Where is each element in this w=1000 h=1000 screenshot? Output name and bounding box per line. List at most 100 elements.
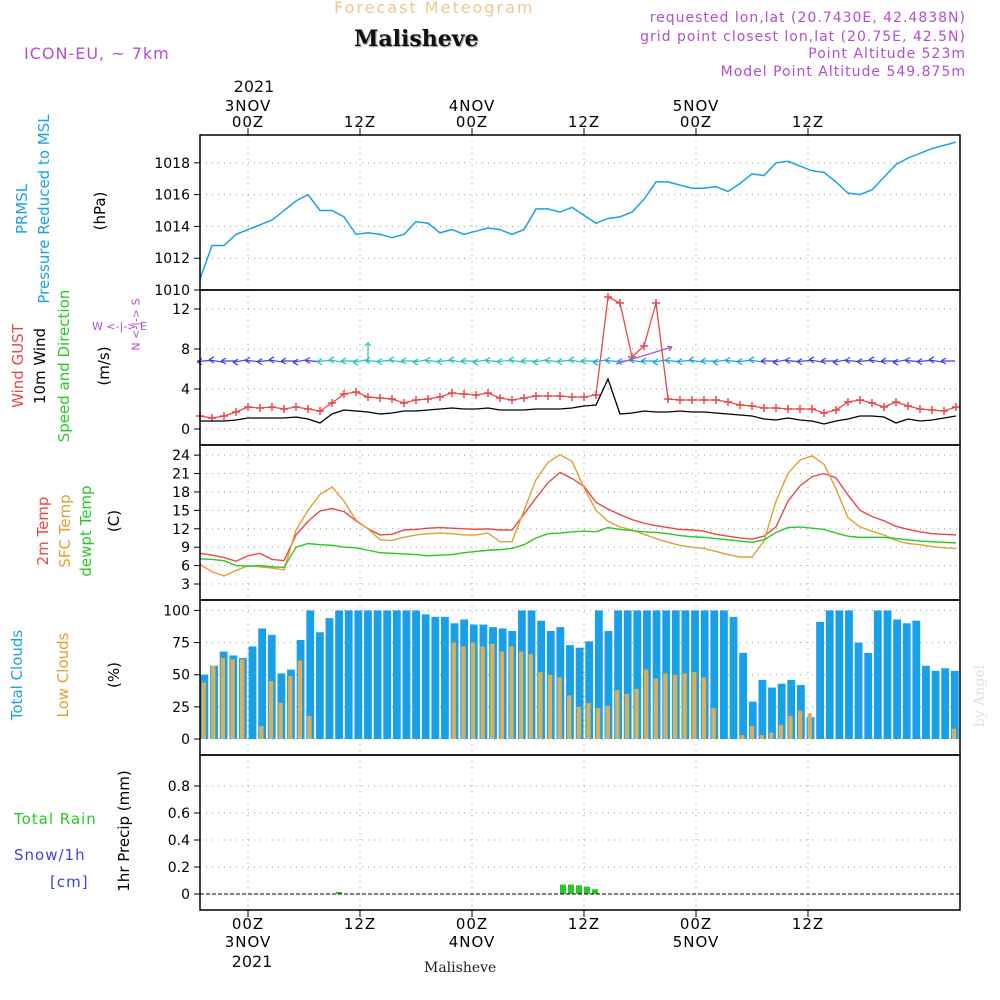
bottom-time-label: 00Z (456, 915, 488, 933)
low-clouds-bar (220, 658, 226, 739)
gust-label: Wind GUST (9, 324, 27, 408)
low-clouds-bar (461, 646, 466, 739)
gust-marker (760, 404, 768, 412)
low-clouds-bar (615, 690, 620, 739)
wind-arrow (460, 357, 475, 365)
gust-marker (556, 392, 564, 400)
y-tick-label: 12 (172, 522, 190, 538)
wind-arrow (292, 358, 308, 366)
gust-marker (916, 405, 924, 413)
total-clouds-bar (469, 624, 478, 739)
wind-arrow (352, 358, 368, 366)
total-clouds-bar (296, 640, 305, 739)
top-time-label: 12Z (344, 113, 376, 131)
y-tick-label: 21 (172, 467, 190, 483)
wind-arrow (688, 356, 704, 364)
total-clouds-bar (845, 610, 853, 739)
total-clouds-bar (479, 624, 488, 739)
point-altitude: Point Altitude 523m (808, 46, 966, 62)
low-clouds-bar (451, 642, 456, 739)
gust-marker (520, 394, 528, 402)
y-tick-label: 1012 (154, 251, 190, 267)
gust-marker (412, 396, 420, 404)
total-clouds-bar (748, 701, 757, 739)
gust-marker (928, 406, 936, 414)
wind-arrow (748, 356, 764, 364)
gust-marker (244, 403, 252, 411)
total-clouds-bar (652, 610, 661, 739)
low-clouds-bar (239, 659, 245, 739)
y-tick-label: 1016 (154, 188, 190, 204)
total-clouds-bar (335, 610, 344, 739)
wind-arrow (568, 356, 584, 364)
wind-arrow (928, 356, 944, 364)
total-clouds-bar (412, 610, 420, 739)
total-clouds-bar (950, 670, 959, 739)
total-clouds-bar (306, 610, 315, 739)
bottom-time-label: 12Z (792, 915, 824, 933)
panel-frame (199, 134, 961, 291)
temp-unit: (C) (105, 509, 123, 533)
gust-marker (796, 405, 804, 413)
gust-marker (880, 403, 888, 411)
wind-arrow (616, 358, 632, 366)
gust-marker (508, 396, 516, 404)
total-clouds-bar (277, 673, 286, 739)
low-clouds-bar (268, 681, 274, 739)
wind-arrow (556, 358, 572, 366)
wind-arrow (424, 356, 440, 364)
model-altitude: Model Point Altitude 549.875m (720, 64, 966, 80)
top-time-label: 12Z (568, 113, 600, 131)
total-clouds-bar (402, 610, 411, 739)
bottom-time-label: 00Z (680, 915, 712, 933)
y-tick-label: 0 (181, 887, 190, 903)
snow-unit: [cm] (50, 873, 89, 891)
y-tick-label: 4 (181, 382, 190, 398)
series-dewpt-line (199, 526, 957, 569)
low-clouds-bar (663, 673, 668, 739)
wind-arrow (676, 358, 692, 366)
gust-marker (532, 392, 540, 400)
sfc-temp-label: SFC Temp (56, 494, 74, 568)
low-clouds-bar (230, 659, 235, 739)
wind-arrow (376, 358, 392, 366)
total-clouds-bar (392, 610, 401, 739)
gust-marker (784, 405, 792, 413)
wind-arrow (832, 358, 848, 366)
gust-marker (268, 403, 276, 411)
y-tick-label: 8 (181, 342, 190, 358)
wind-arrow (916, 358, 932, 366)
gust-marker (628, 353, 636, 361)
total-clouds-bar (922, 665, 930, 739)
gust-marker (592, 391, 600, 399)
compass-we: W <-|-> E (92, 320, 147, 333)
total-clouds-bar (489, 627, 497, 739)
bottom-date-label: 5NOV (673, 933, 720, 951)
low-clouds-bar (778, 724, 784, 739)
low-clouds-bar (518, 651, 524, 739)
pressure-unit: (hPa) (91, 191, 109, 231)
total-clouds-bar (210, 665, 218, 739)
wind-arrow (892, 358, 908, 366)
low-clouds-bar (653, 678, 658, 739)
y-tick-label: 75 (172, 636, 190, 652)
wind-arrow (808, 356, 824, 364)
gust-marker (604, 293, 612, 301)
wind-arrow (640, 357, 655, 365)
low-clouds-bar (480, 646, 485, 739)
wind-arrow (904, 356, 920, 364)
top-time-label: 00Z (456, 113, 488, 131)
y-tick-label: 25 (172, 700, 190, 716)
forecast-label: Forecast Meteogram (334, 0, 535, 17)
y-tick-label: 50 (172, 668, 190, 684)
y-tick-label: 100 (163, 603, 190, 619)
y-tick-label: 1010 (154, 283, 190, 299)
total-clouds-bar (883, 610, 892, 739)
total-clouds-bar (566, 645, 574, 739)
total-clouds-bar (508, 631, 517, 739)
low-clouds-bar (682, 673, 687, 739)
panel-frame (199, 289, 961, 446)
gust-marker (868, 399, 876, 407)
top-date-label: 5NOV (673, 97, 720, 115)
gust-marker (808, 405, 816, 413)
